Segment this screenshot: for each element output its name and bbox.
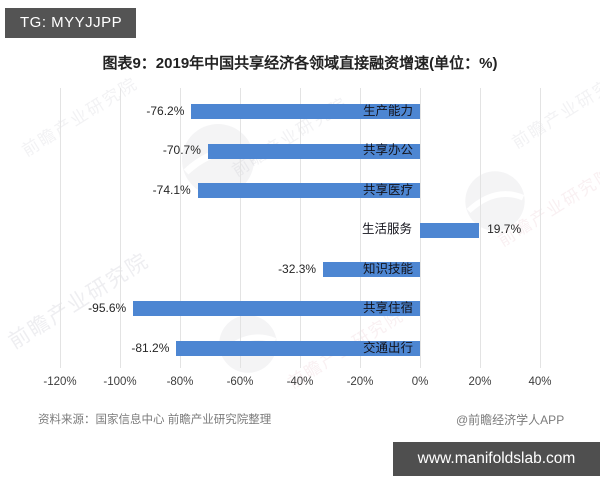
x-tick-label: 20% xyxy=(468,376,492,388)
gridline xyxy=(299,88,301,368)
bar-交通出行 xyxy=(176,340,420,356)
gridline xyxy=(59,88,61,368)
bar-共享办公 xyxy=(207,143,420,159)
category-label: 生产能力 xyxy=(362,104,413,118)
bar-共享住宿 xyxy=(133,301,420,317)
x-tick-label: 0% xyxy=(411,376,429,388)
bar-共享医疗 xyxy=(197,183,420,199)
gridline xyxy=(239,88,241,368)
gridline xyxy=(119,88,121,368)
gridline xyxy=(359,88,361,368)
x-tick-label: -60% xyxy=(226,376,254,388)
bar-生产能力 xyxy=(191,104,420,120)
category-label: 交通出行 xyxy=(362,340,413,355)
value-label: 19.7% xyxy=(487,222,522,237)
source-note: 资料来源：国家信息中心 前瞻产业研究院整理 xyxy=(38,414,272,426)
chart-title: 图表9：2019年中国共享经济各领域直接融资增速(单位：%) xyxy=(102,55,498,72)
gridline xyxy=(479,88,481,368)
value-label: -81.2% xyxy=(131,340,170,355)
tg-badge: TG: MYYJJPP xyxy=(5,8,137,38)
x-tick-label: -100% xyxy=(103,376,137,388)
category-label: 生活服务 xyxy=(361,222,412,237)
bar-chart: -120% -100% -80% -60% -40% -20% 0% 20% 40% 生产能力 -7… xyxy=(43,88,552,388)
value-label: -76.2% xyxy=(146,104,185,118)
bar-知识技能 xyxy=(323,261,420,277)
x-tick-label: -20% xyxy=(346,376,374,388)
category-label: 共享住宿 xyxy=(362,301,413,316)
bar-生活服务 xyxy=(420,222,480,238)
gridline xyxy=(179,88,181,368)
value-label: -95.6% xyxy=(88,301,127,316)
category-label: 共享办公 xyxy=(362,143,413,158)
gridline xyxy=(539,88,541,368)
x-tick-label: -40% xyxy=(286,376,314,388)
value-label: -74.1% xyxy=(152,182,191,197)
value-label: -70.7% xyxy=(162,143,201,158)
category-label: 共享医疗 xyxy=(362,182,413,197)
category-label: 知识技能 xyxy=(362,261,413,276)
site-badge: www.manifoldslab.com xyxy=(393,442,600,476)
x-tick-label: -80% xyxy=(166,376,194,388)
x-tick-label: -120% xyxy=(43,376,77,388)
x-tick-label: 40% xyxy=(528,376,552,388)
value-label: -32.3% xyxy=(278,261,317,276)
credit-note: @前瞻经济学人APP xyxy=(456,413,565,427)
